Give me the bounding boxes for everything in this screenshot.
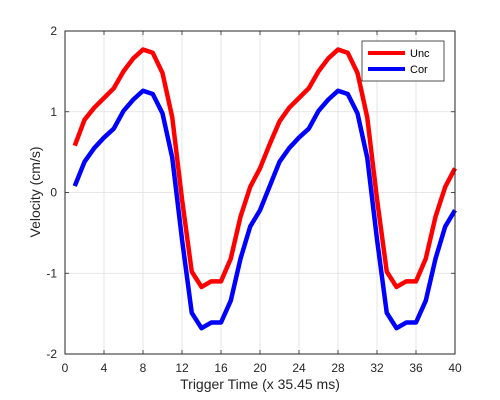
series-layer — [72, 47, 457, 331]
x-tick-label: 28 — [331, 361, 345, 375]
series-line-cor — [72, 88, 457, 331]
y-tick-label: 0 — [50, 186, 57, 200]
legend-label-cor: Cor — [410, 64, 428, 76]
series-line-unc — [72, 47, 457, 290]
x-tick-label: 20 — [253, 361, 267, 375]
y-axis-label: Velocity (cm/s) — [27, 146, 43, 237]
x-axis-label: Trigger Time (x 35.45 ms) — [180, 376, 340, 392]
y-tick-label: -1 — [46, 266, 57, 280]
x-tick-label: 0 — [62, 361, 69, 375]
x-tick-label: 36 — [409, 361, 423, 375]
x-tick-label: 12 — [175, 361, 189, 375]
y-tick-label: -2 — [46, 347, 57, 361]
x-tick-label: 32 — [370, 361, 384, 375]
legend-box — [361, 40, 445, 82]
y-tick-label: 1 — [50, 105, 57, 119]
legend-label-unc: Unc — [410, 48, 430, 60]
x-tick-label: 4 — [101, 361, 108, 375]
x-tick-label: 40 — [448, 361, 462, 375]
legend: Unc Cor — [361, 40, 445, 82]
x-tick-label: 24 — [292, 361, 306, 375]
y-tick-label: 2 — [50, 24, 57, 38]
x-tick-label: 16 — [214, 361, 228, 375]
x-tick-label: 8 — [140, 361, 147, 375]
